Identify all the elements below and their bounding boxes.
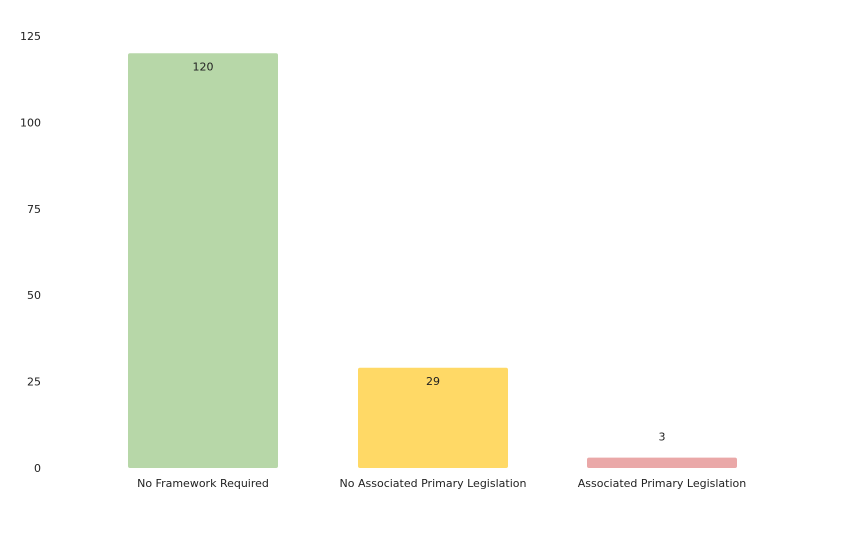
x-tick-label: No Associated Primary Legislation	[340, 477, 527, 490]
y-tick-label: 50	[27, 289, 41, 302]
y-tick-label: 0	[34, 462, 41, 475]
y-tick-label: 25	[27, 376, 41, 389]
x-tick-label: No Framework Required	[137, 477, 269, 490]
bars	[128, 53, 737, 468]
bar	[128, 53, 278, 468]
data-labels: 120 29 3	[193, 60, 666, 443]
y-tick-label: 75	[27, 203, 41, 216]
data-label: 3	[659, 431, 666, 444]
y-axis: 0 25 50 75 100 125	[20, 30, 41, 475]
y-tick-label: 125	[20, 30, 41, 43]
bar	[587, 457, 737, 468]
bar	[358, 367, 508, 468]
data-label: 29	[426, 375, 440, 388]
y-tick-label: 100	[20, 116, 41, 129]
x-axis: No Framework Required No Associated Prima…	[137, 477, 746, 490]
x-tick-label: Associated Primary Legislation	[578, 477, 746, 490]
data-label: 120	[193, 60, 214, 73]
